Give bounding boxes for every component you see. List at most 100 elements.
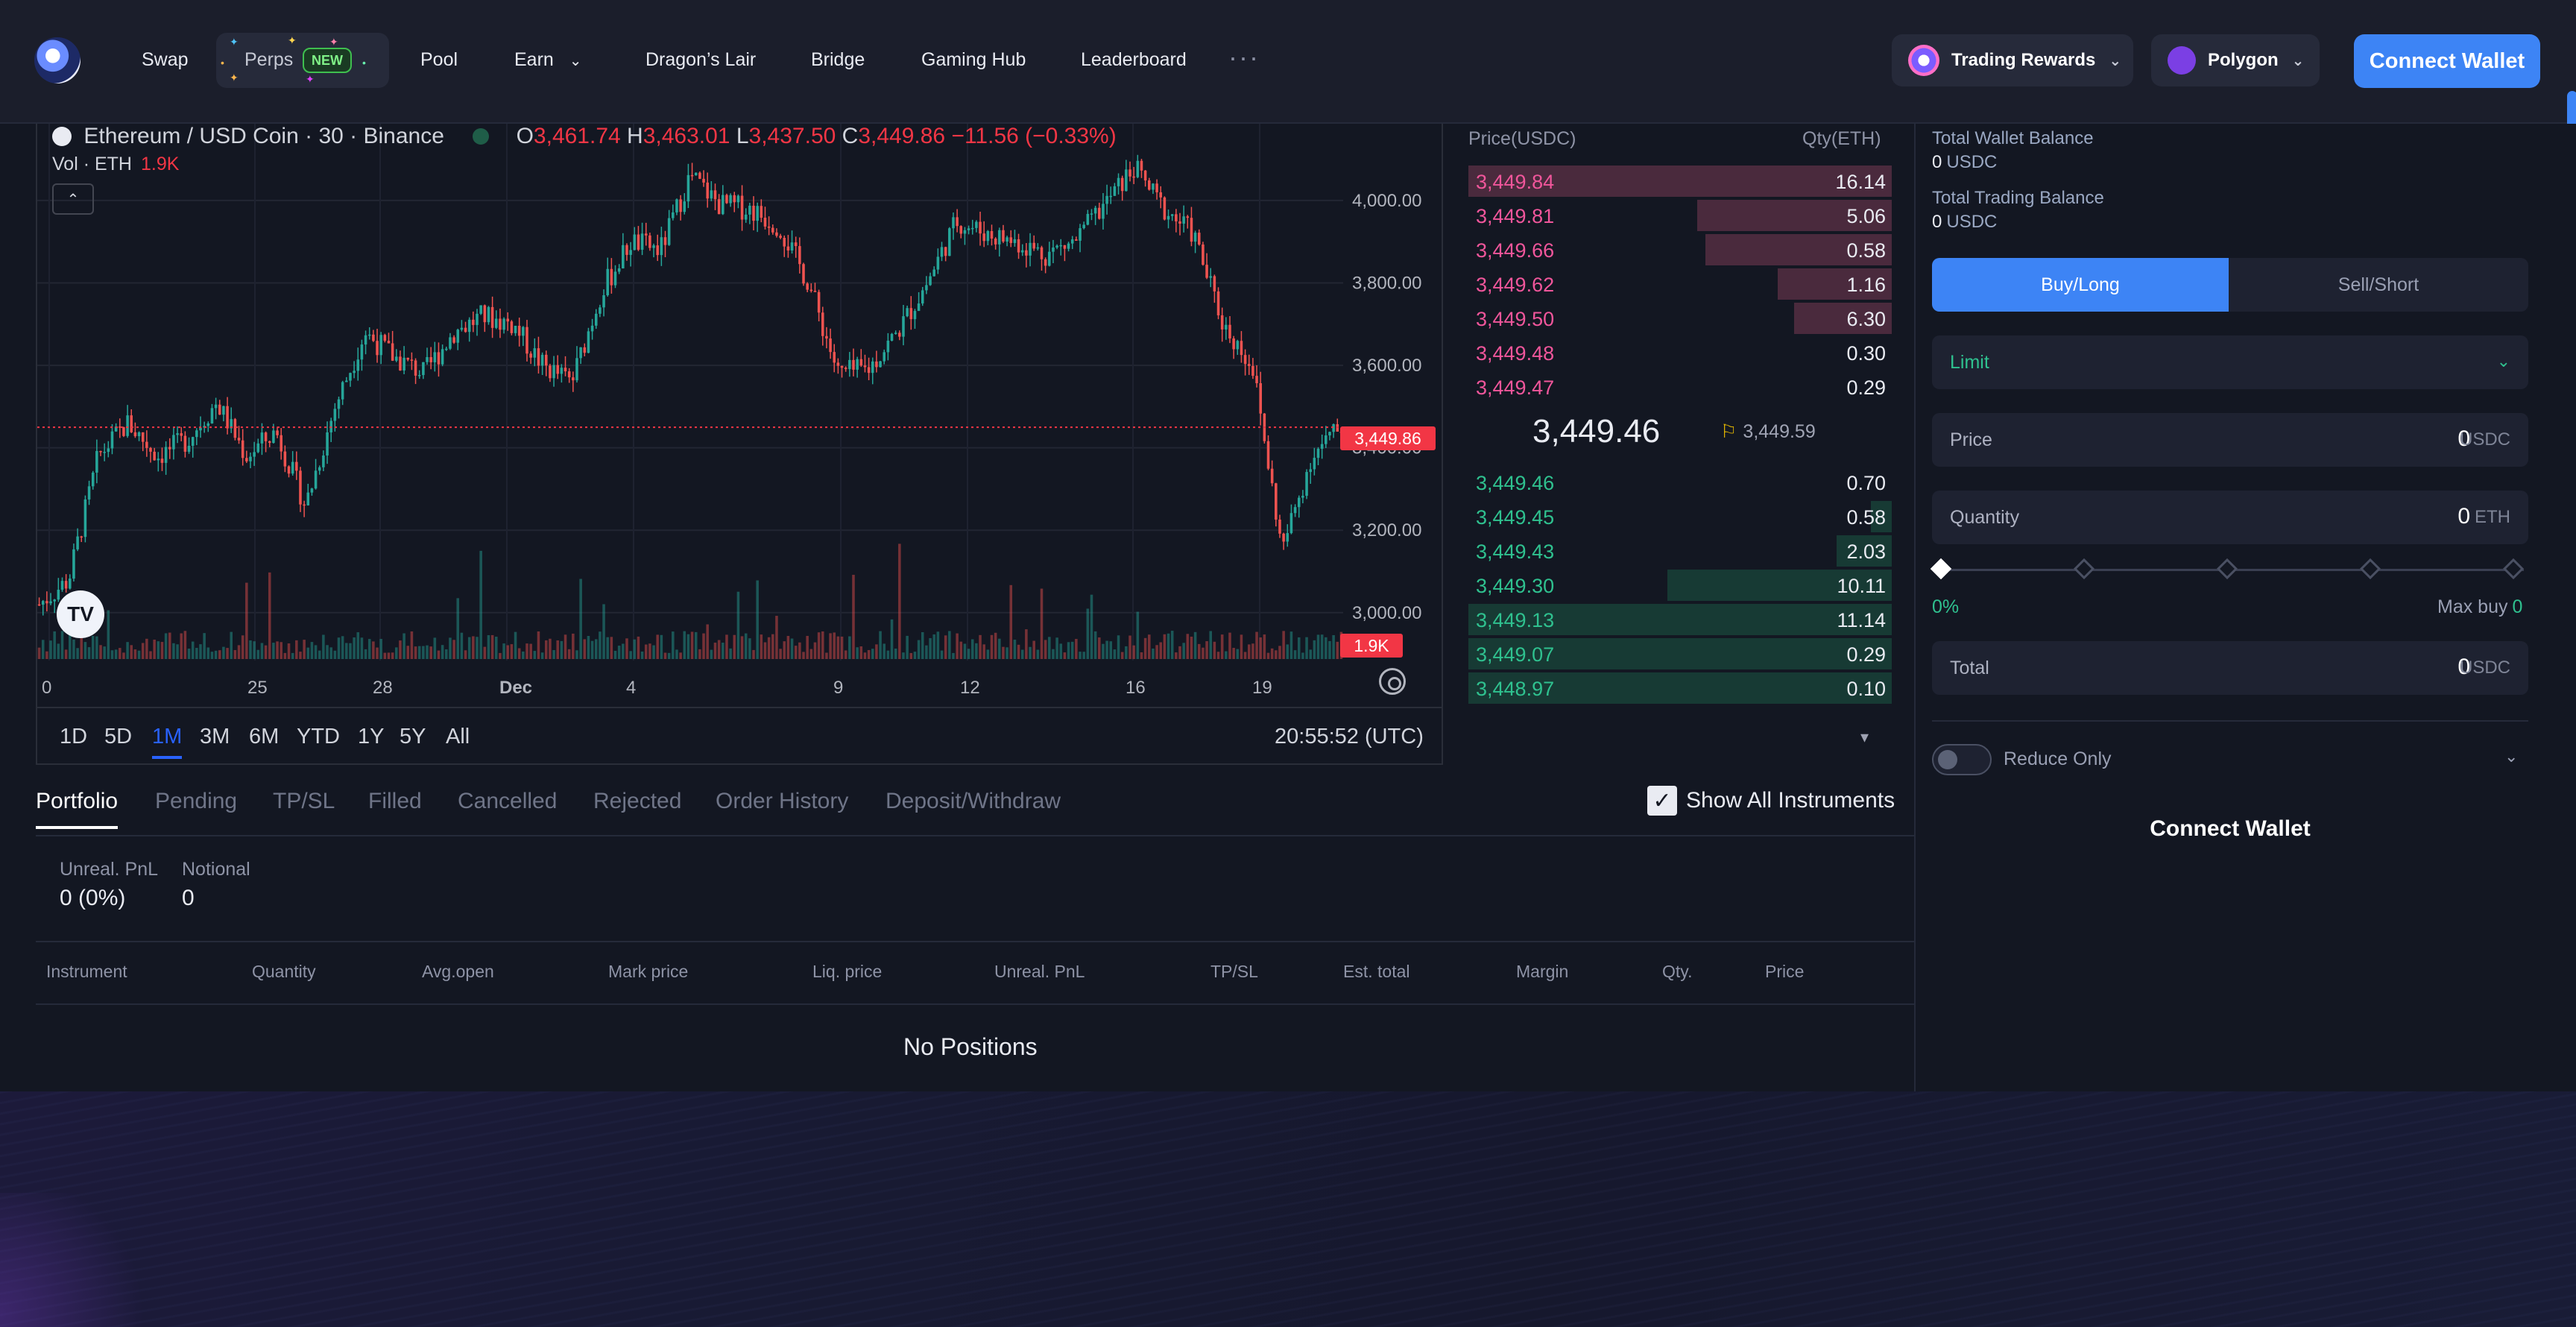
total-input[interactable]: Total 0 USDC	[1932, 641, 2528, 695]
slider-step-100[interactable]	[2502, 558, 2525, 580]
sell-short-tab[interactable]: Sell/Short	[2337, 274, 2419, 295]
nav-dragons-lair[interactable]: Dragon’s Lair	[645, 49, 757, 70]
range-1d[interactable]: 1D	[60, 725, 88, 748]
price-chart[interactable]: 3,000.003,200.003,400.003,600.003,800.00…	[36, 124, 1443, 765]
slider-step-75[interactable]	[2359, 558, 2381, 580]
bid-row[interactable]: 3,449.46 0.70	[1468, 467, 1892, 498]
candle-body	[245, 458, 248, 461]
more-icon[interactable]: ···	[1228, 42, 1260, 72]
volume-bar	[982, 644, 985, 659]
app-logo-icon[interactable]	[34, 37, 80, 83]
candle-body	[698, 172, 701, 179]
ask-row[interactable]: 3,449.84 16.14	[1468, 166, 1892, 197]
candlestick-chart[interactable]: 3,000.003,200.003,400.003,600.003,800.00…	[37, 124, 1443, 707]
candle-body	[429, 357, 432, 362]
candle-body	[130, 415, 133, 432]
network-label: Polygon	[2208, 50, 2279, 70]
volume-bar	[456, 598, 460, 659]
tab-rejected[interactable]: Rejected	[593, 789, 682, 813]
collapse-legend-button[interactable]: ⌃	[52, 183, 94, 215]
candle-body	[414, 360, 417, 376]
quantity-unit: ETH	[2475, 507, 2510, 527]
bid-row[interactable]: 3,448.97 0.10	[1468, 672, 1892, 704]
volume-bar	[1325, 637, 1328, 659]
connect-wallet-panel-button[interactable]: Connect Wallet	[1932, 808, 2528, 850]
candle-body	[1086, 213, 1090, 225]
ask-row[interactable]: 3,449.81 5.06	[1468, 200, 1892, 231]
bid-row[interactable]: 3,449.13 11.14	[1468, 604, 1892, 635]
nav-leaderboard[interactable]: Leaderboard	[1081, 49, 1187, 70]
connect-wallet-button[interactable]: Connect Wallet	[2354, 34, 2540, 88]
caret-down-icon[interactable]: ▾	[1860, 728, 1869, 746]
nav-earn[interactable]: Earn ⌄	[514, 49, 582, 71]
order-type-select[interactable]: Limit ⌄	[1932, 335, 2528, 389]
volume-bar	[979, 634, 982, 659]
slider-step-50[interactable]	[2216, 558, 2238, 580]
volume-bar	[717, 640, 721, 659]
range-ytd[interactable]: YTD	[297, 725, 340, 748]
gear-icon[interactable]	[1379, 668, 1406, 695]
candle-body	[825, 335, 828, 339]
network-selector[interactable]: Polygon ⌄	[2151, 34, 2320, 86]
nav-swap[interactable]: Swap	[142, 49, 189, 70]
chevron-down-icon[interactable]: ⌄	[2504, 747, 2519, 766]
volume-bar	[959, 641, 963, 659]
volume-bar	[567, 649, 571, 659]
range-1y[interactable]: 1Y	[358, 725, 385, 748]
bid-row[interactable]: 3,449.43 2.03	[1468, 535, 1892, 567]
nav-perps[interactable]: ✦ ✦ ✦ • • ✦ ✦ Perps NEW	[216, 33, 389, 88]
ask-row[interactable]: 3,449.50 6.30	[1468, 303, 1892, 334]
ask-row[interactable]: 3,449.48 0.30	[1468, 337, 1892, 368]
range-1m[interactable]: 1M	[152, 725, 183, 759]
tab-cancelled[interactable]: Cancelled	[458, 789, 558, 813]
candle-body	[921, 290, 924, 304]
tab-filled[interactable]: Filled	[368, 789, 422, 813]
buy-long-tab[interactable]: Buy/Long	[1932, 258, 2229, 312]
candle-body	[802, 264, 805, 284]
nav-gaming-hub[interactable]: Gaming Hub	[921, 49, 1026, 70]
reduce-only-toggle[interactable]	[1932, 744, 1992, 775]
tab-portfolio[interactable]: Portfolio	[36, 789, 119, 829]
candle-body	[572, 377, 575, 381]
tab-order-history[interactable]: Order History	[716, 789, 849, 813]
range-3m[interactable]: 3M	[200, 725, 230, 748]
sparkle-icon: ✦	[288, 34, 297, 46]
candle-body	[575, 358, 578, 381]
candle-body	[199, 427, 202, 431]
candle-body	[786, 246, 790, 250]
tab-pending[interactable]: Pending	[155, 789, 238, 813]
range-6m[interactable]: 6M	[249, 725, 280, 748]
bid-row[interactable]: 3,449.45 0.58	[1468, 501, 1892, 532]
range-all[interactable]: All	[446, 725, 470, 748]
ask-row[interactable]: 3,449.62 1.16	[1468, 268, 1892, 300]
tab-tpsl[interactable]: TP/SL	[273, 789, 335, 813]
bid-row[interactable]: 3,449.30 10.11	[1468, 570, 1892, 601]
ask-row[interactable]: 3,449.47 0.29	[1468, 371, 1892, 403]
candle-body	[656, 245, 659, 256]
ohlc-h-label: H	[627, 124, 643, 148]
slider-step-25[interactable]	[2073, 558, 2095, 580]
quantity-input[interactable]: Quantity 0 ETH	[1932, 491, 2528, 544]
slider-handle[interactable]	[1930, 558, 1952, 580]
quantity-value[interactable]: 0	[2457, 504, 2470, 529]
candle-body	[979, 221, 982, 234]
ask-price: 3,449.50	[1476, 308, 1555, 330]
ask-row[interactable]: 3,449.66 0.58	[1468, 234, 1892, 265]
total-value[interactable]: 0	[2457, 655, 2470, 679]
checkbox-checked-icon[interactable]: ✓	[1647, 786, 1677, 816]
nav-bridge[interactable]: Bridge	[811, 49, 865, 70]
range-5d[interactable]: 5D	[104, 725, 133, 748]
volume-bar	[176, 644, 179, 659]
tab-deposit-withdraw[interactable]: Deposit/Withdraw	[886, 789, 1061, 813]
price-value[interactable]: 0	[2457, 426, 2470, 451]
show-all-instruments[interactable]: ✓ Show All Instruments	[1647, 786, 1895, 816]
bid-row[interactable]: 3,449.07 0.29	[1468, 638, 1892, 669]
trading-rewards-button[interactable]: Trading Rewards ⌄	[1892, 34, 2133, 86]
price-input[interactable]: Price 0 USDC	[1932, 413, 2528, 467]
candle-body	[1120, 177, 1124, 192]
range-5y[interactable]: 5Y	[400, 725, 426, 748]
nav-pool[interactable]: Pool	[420, 49, 458, 70]
volume-bar	[37, 647, 41, 659]
candle-body	[264, 432, 268, 441]
tradingview-logo-icon[interactable]: TV	[57, 590, 104, 638]
